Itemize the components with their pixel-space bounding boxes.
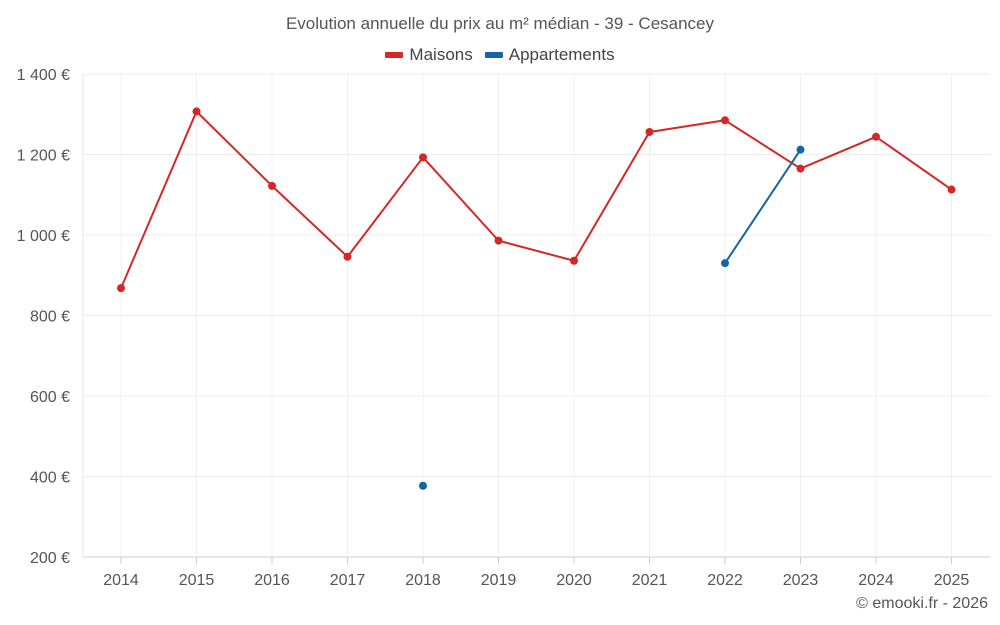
data-point-maisons[interactable] bbox=[192, 107, 201, 116]
y-tick-label: 1 400 € bbox=[17, 67, 70, 84]
legend-item-appartements[interactable]: Appartements bbox=[484, 45, 615, 65]
x-tick-label: 2025 bbox=[934, 572, 970, 589]
y-tick-label: 800 € bbox=[30, 309, 70, 326]
data-point-maisons[interactable] bbox=[117, 284, 125, 293]
y-tick-label: 600 € bbox=[30, 389, 70, 406]
data-point-appartements[interactable] bbox=[796, 145, 805, 154]
chart-title: Evolution annuelle du prix au m² médian … bbox=[285, 14, 715, 33]
data-point-maisons[interactable] bbox=[796, 164, 805, 173]
legend-item-maisons[interactable]: Maisons bbox=[385, 45, 473, 65]
data-point-maisons[interactable] bbox=[872, 132, 880, 141]
data-point-maisons[interactable] bbox=[343, 252, 352, 261]
x-tick-label: 2016 bbox=[254, 572, 290, 589]
legend-swatch-appartements bbox=[484, 52, 503, 58]
data-point-maisons[interactable] bbox=[494, 236, 503, 245]
x-tick-label: 2024 bbox=[858, 572, 894, 589]
x-tick-label: 2015 bbox=[179, 572, 215, 589]
x-tick-label: 2023 bbox=[783, 572, 819, 589]
y-tick-label: 1 200 € bbox=[17, 148, 70, 165]
series-line-appartements bbox=[724, 149, 802, 264]
legend-swatch-maisons bbox=[385, 52, 404, 58]
x-tick-label: 2014 bbox=[103, 572, 139, 589]
data-point-maisons[interactable] bbox=[721, 116, 729, 125]
legend-label-maisons: Maisons bbox=[409, 45, 473, 64]
x-tick-label: 2018 bbox=[405, 572, 441, 589]
legend-label-appartements: Appartements bbox=[508, 45, 615, 64]
x-tick-label: 2020 bbox=[556, 572, 592, 589]
chart-legend: Maisons Appartements bbox=[0, 45, 1000, 65]
data-point-appartements[interactable] bbox=[419, 481, 427, 490]
data-point-maisons[interactable] bbox=[570, 256, 578, 265]
y-tick-label: 200 € bbox=[30, 550, 70, 567]
data-point-maisons[interactable] bbox=[419, 153, 427, 162]
x-tick-label: 2017 bbox=[330, 572, 366, 589]
x-tick-label: 2022 bbox=[707, 572, 743, 589]
data-point-appartements[interactable] bbox=[721, 259, 729, 268]
y-tick-label: 1 000 € bbox=[17, 228, 70, 245]
x-tick-label: 2021 bbox=[632, 572, 668, 589]
data-point-maisons[interactable] bbox=[268, 181, 276, 190]
x-tick-label: 2019 bbox=[481, 572, 517, 589]
data-point-maisons[interactable] bbox=[947, 185, 956, 194]
credit-text: © emooki.fr - 2026 bbox=[856, 595, 988, 612]
data-point-maisons[interactable] bbox=[645, 127, 654, 136]
series-line-maisons bbox=[120, 110, 953, 289]
y-tick-label: 400 € bbox=[30, 470, 70, 487]
